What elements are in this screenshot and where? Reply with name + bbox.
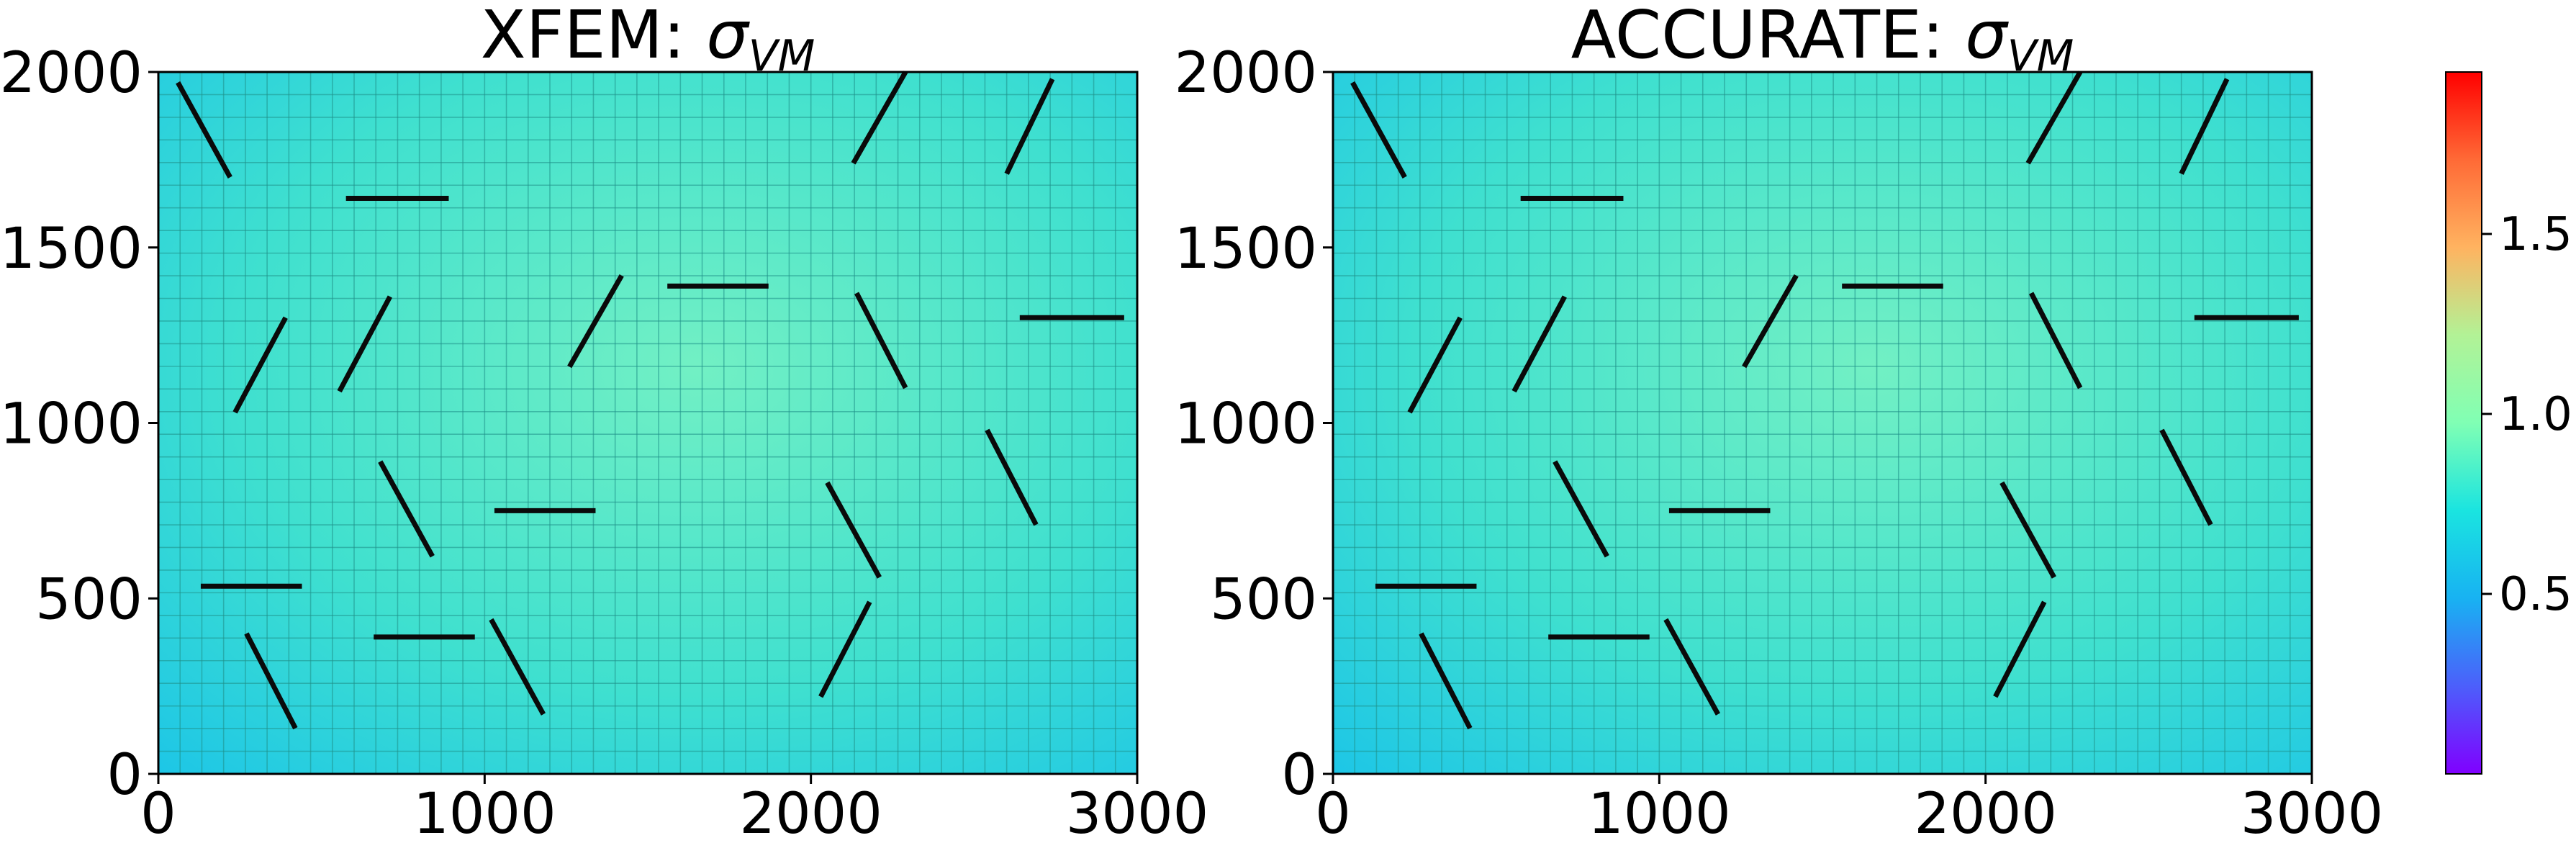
crack-segment bbox=[489, 618, 546, 716]
crack-segment bbox=[1553, 460, 1609, 558]
xfem-title-symbol: σ bbox=[706, 0, 750, 73]
xfem-mesh-grid bbox=[158, 72, 1137, 774]
crack-segment bbox=[1350, 81, 1407, 179]
crack-segment bbox=[176, 81, 232, 179]
xfem-panel: XFEM: σVM 0 1000 2000 3000 0 500 1000 1500 2000 bbox=[0, 0, 1208, 843]
accurate-stress-field bbox=[1333, 72, 2312, 774]
accurate-y-axis: 0 500 1000 1500 2000 bbox=[1174, 41, 1333, 808]
accurate-x-axis: 0 1000 2000 3000 bbox=[1315, 774, 2383, 843]
y-tick-label: 0 bbox=[1281, 743, 1317, 808]
crack-segment bbox=[818, 600, 872, 698]
y-tick-label: 1500 bbox=[1174, 217, 1317, 281]
accurate-title: ACCURATE: σVM bbox=[1571, 0, 2074, 81]
x-tick-label: 1000 bbox=[1588, 782, 1731, 843]
accurate-panel: ACCURATE: σVM 0 1000 2000 3000 0 500 1000 1500… bbox=[1174, 0, 2383, 843]
x-tick-label: 0 bbox=[140, 782, 176, 843]
xfem-x-axis: 0 1000 2000 3000 bbox=[140, 774, 1208, 843]
x-tick-label: 1000 bbox=[413, 782, 556, 843]
crack-segment bbox=[337, 295, 392, 393]
crack-segment bbox=[232, 316, 288, 414]
xfem-cracks bbox=[176, 71, 1124, 730]
colorbar: 0.5 1.0 1.5 bbox=[2445, 71, 2572, 775]
colorbar-tick-label: 0.5 bbox=[2499, 568, 2572, 621]
x-tick-label: 3000 bbox=[1066, 782, 1209, 843]
xfem-title-prefix: XFEM: bbox=[481, 0, 707, 73]
y-tick-label: 0 bbox=[107, 743, 143, 808]
accurate-title-prefix: ACCURATE: bbox=[1571, 0, 1966, 73]
crack-segment bbox=[378, 460, 435, 558]
accurate-mesh-grid bbox=[1333, 72, 2312, 774]
y-tick-label: 500 bbox=[1210, 567, 1317, 632]
x-tick-label: 3000 bbox=[2241, 782, 2384, 843]
crack-segment bbox=[2159, 428, 2213, 526]
y-tick-label: 2000 bbox=[0, 41, 143, 106]
crack-segment bbox=[1407, 316, 1463, 414]
xfem-stress-field bbox=[158, 72, 1137, 774]
crack-segment bbox=[2179, 78, 2230, 175]
crack-segment bbox=[1999, 481, 2056, 579]
crack-segment bbox=[1419, 632, 1473, 730]
crack-segment bbox=[985, 428, 1039, 526]
y-tick-label: 1000 bbox=[1174, 392, 1317, 457]
crack-segment bbox=[1993, 600, 2047, 698]
colorbar-ticks: 0.5 1.0 1.5 bbox=[2482, 208, 2572, 621]
x-tick-label: 2000 bbox=[739, 782, 882, 843]
crack-segment bbox=[2025, 71, 2083, 165]
crack-segment bbox=[854, 292, 908, 389]
crack-segment bbox=[851, 71, 908, 165]
colorbar-tick-label: 1.0 bbox=[2499, 388, 2572, 441]
x-tick-label: 0 bbox=[1315, 782, 1351, 843]
y-tick-label: 1500 bbox=[0, 217, 143, 281]
xfem-title: XFEM: σVM bbox=[481, 0, 815, 81]
y-tick-label: 2000 bbox=[1174, 41, 1317, 106]
colorbar-gradient bbox=[2445, 71, 2482, 775]
crack-segment bbox=[2029, 292, 2083, 389]
crack-segment bbox=[1742, 274, 1799, 369]
xfem-y-axis: 0 500 1000 1500 2000 bbox=[0, 41, 158, 808]
crack-segment bbox=[1004, 78, 1055, 175]
x-tick-label: 2000 bbox=[1914, 782, 2057, 843]
crack-segment bbox=[825, 481, 882, 579]
accurate-title-symbol: σ bbox=[1965, 0, 2009, 73]
crack-segment bbox=[244, 632, 298, 730]
crack-segment bbox=[1663, 618, 1720, 716]
crack-segment bbox=[567, 274, 624, 369]
colorbar-tick-label: 1.5 bbox=[2499, 208, 2572, 261]
y-tick-label: 1000 bbox=[0, 392, 143, 457]
accurate-cracks bbox=[1350, 71, 2299, 730]
crack-segment bbox=[1511, 295, 1567, 393]
y-tick-label: 500 bbox=[35, 567, 143, 632]
